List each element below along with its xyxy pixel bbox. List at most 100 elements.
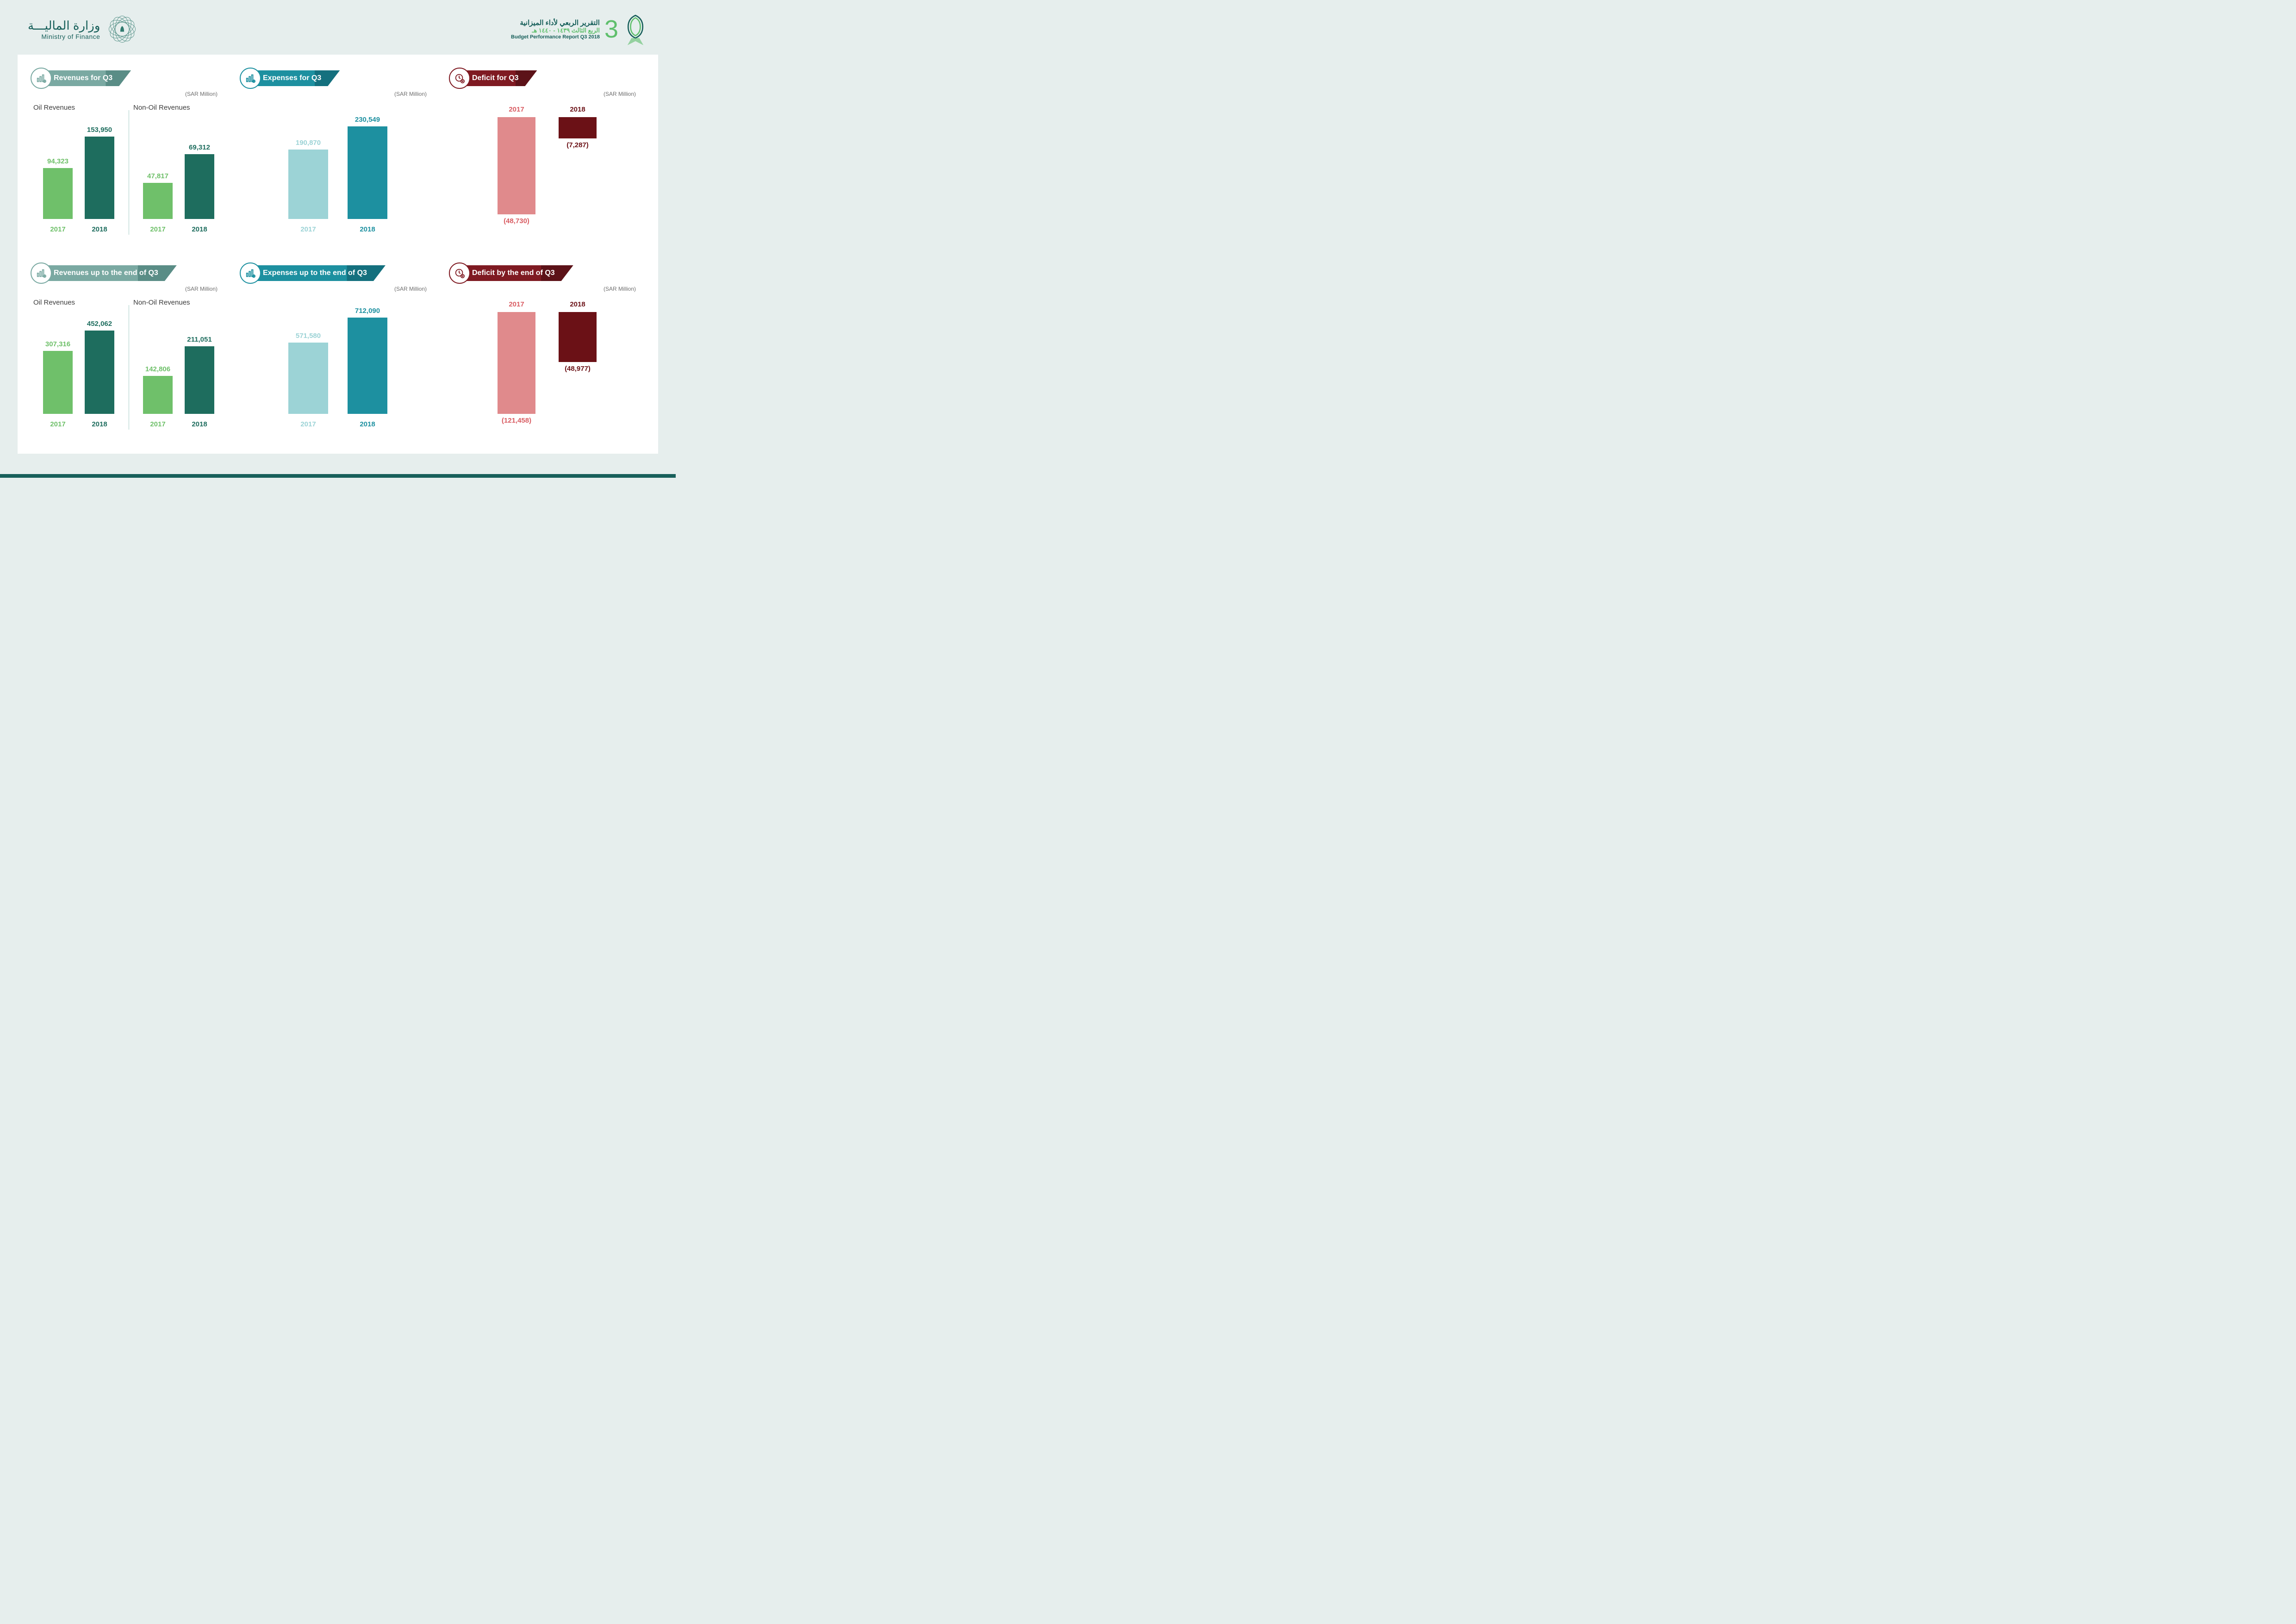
ribbon-icon bbox=[623, 13, 648, 45]
bar-value: (121,458) bbox=[502, 417, 531, 425]
bar-value: 94,323 bbox=[47, 157, 68, 165]
year-label: 2017 bbox=[142, 225, 174, 233]
bar-rect bbox=[185, 154, 214, 219]
bar-value: 712,090 bbox=[355, 307, 380, 315]
report-title-ar: التقرير الربعي لأداء الميزانية bbox=[511, 19, 600, 27]
ministry-name-ar: وزارة الماليـــة bbox=[28, 19, 100, 33]
bar-value: 142,806 bbox=[145, 365, 170, 373]
bar-value: 452,062 bbox=[87, 320, 112, 328]
bar-value: 153,950 bbox=[87, 126, 112, 134]
year-label: 2018 bbox=[83, 420, 116, 428]
bar: 94,323 bbox=[42, 157, 74, 219]
report-badge: 3 التقرير الربعي لأداء الميزانية الربع ا… bbox=[511, 13, 648, 45]
bar: 153,950 bbox=[83, 126, 116, 219]
clock-plus-icon bbox=[449, 68, 470, 89]
unit-label: (SAR Million) bbox=[240, 286, 436, 292]
bar-rect bbox=[559, 117, 597, 138]
expenses-q3-chart: 190,870230,549 bbox=[240, 115, 436, 222]
bar-rect bbox=[498, 117, 535, 214]
year-label: 2017 bbox=[495, 300, 538, 308]
footer-strip bbox=[0, 474, 676, 478]
year-label: 2017 bbox=[495, 106, 538, 113]
subchart-title: Non-Oil Revenues bbox=[133, 299, 227, 306]
bar-rect bbox=[143, 183, 173, 219]
bar: 307,316 bbox=[42, 340, 74, 414]
bar: (121,458) bbox=[495, 312, 538, 425]
panel-title: Expenses up to the end of Q3 bbox=[256, 265, 386, 281]
bar-rect bbox=[85, 137, 114, 219]
quarter-number: 3 bbox=[604, 17, 618, 42]
unit-label: (SAR Million) bbox=[449, 286, 645, 292]
panel-revenues-q3: Revenues for Q3 (SAR Million) Oil Revenu… bbox=[31, 68, 227, 250]
bar-rect bbox=[143, 376, 173, 414]
panel-expenses-ytd: Expenses up to the end of Q3 (SAR Millio… bbox=[240, 262, 436, 444]
bar-chart-icon bbox=[240, 262, 261, 284]
bar: 47,817 bbox=[142, 172, 174, 219]
panel-title: Revenues for Q3 bbox=[47, 70, 131, 86]
report-subtitle-ar: الربع الثالث ١٤٣٩ - ١٤٤٠ هـ bbox=[511, 27, 600, 34]
year-label: 2017 bbox=[42, 225, 74, 233]
bar-value: (48,977) bbox=[565, 365, 591, 373]
bar: 230,549 bbox=[346, 116, 389, 219]
year-label: 2018 bbox=[183, 225, 216, 233]
year-label: 2018 bbox=[346, 420, 389, 428]
panel-expenses-q3: Expenses for Q3 (SAR Million) 190,870230… bbox=[240, 68, 436, 250]
bar-rect bbox=[498, 312, 535, 414]
bar: 211,051 bbox=[183, 336, 216, 414]
deficit-ytd-chart: (121,458) (48,977) bbox=[449, 312, 645, 428]
bar-rect bbox=[348, 318, 387, 414]
clock-plus-icon bbox=[449, 262, 470, 284]
year-label: 2017 bbox=[142, 420, 174, 428]
page-header: وزارة الماليـــة Ministry of Finance bbox=[0, 0, 676, 55]
ministry-name-en: Ministry of Finance bbox=[28, 33, 100, 40]
panel-deficit-ytd: Deficit by the end of Q3 (SAR Million) 2… bbox=[449, 262, 645, 444]
nonoil-revenues-ytd-chart: 142,806 211,051 bbox=[131, 310, 227, 417]
bar-value: (7,287) bbox=[566, 141, 589, 149]
bar-rect bbox=[288, 150, 328, 219]
year-label: 2017 bbox=[287, 420, 330, 428]
year-label: 2018 bbox=[556, 106, 599, 113]
bar-rect bbox=[43, 168, 73, 219]
bar-chart-icon bbox=[240, 68, 261, 89]
oil-revenues-ytd-chart: 307,316 452,062 bbox=[31, 310, 127, 417]
deficit-q3-chart: (48,730) (7,287) bbox=[449, 117, 645, 233]
bar-rect bbox=[85, 331, 114, 414]
panel-title: Expenses for Q3 bbox=[256, 70, 340, 86]
bar: (7,287) bbox=[556, 117, 599, 149]
bar: (48,730) bbox=[495, 117, 538, 225]
unit-label: (SAR Million) bbox=[31, 286, 227, 292]
bar-rect bbox=[559, 312, 597, 362]
bar-value: 211,051 bbox=[187, 336, 212, 344]
subchart-title: Oil Revenues bbox=[33, 104, 127, 112]
bar-chart-icon bbox=[31, 262, 52, 284]
unit-label: (SAR Million) bbox=[31, 91, 227, 97]
bar: 571,580 bbox=[287, 332, 330, 414]
bar: 142,806 bbox=[142, 365, 174, 414]
bar-value: 307,316 bbox=[45, 340, 70, 348]
nonoil-revenues-q3-chart: 47,817 69,312 bbox=[131, 115, 227, 222]
oil-revenues-q3-chart: 94,323 153,950 bbox=[31, 115, 127, 222]
bar-rect bbox=[348, 126, 387, 219]
bar-rect bbox=[185, 346, 214, 414]
year-label: 2017 bbox=[42, 420, 74, 428]
subchart-title: Non-Oil Revenues bbox=[133, 104, 227, 112]
year-label: 2018 bbox=[183, 420, 216, 428]
year-label: 2018 bbox=[83, 225, 116, 233]
bar-value: 47,817 bbox=[147, 172, 168, 180]
bar-rect bbox=[43, 351, 73, 414]
bar: 69,312 bbox=[183, 144, 216, 219]
ministry-logo: وزارة الماليـــة Ministry of Finance bbox=[28, 13, 138, 45]
bar-value: 69,312 bbox=[189, 144, 210, 151]
unit-label: (SAR Million) bbox=[240, 91, 436, 97]
panel-revenues-ytd: Revenues up to the end of Q3 (SAR Millio… bbox=[31, 262, 227, 444]
dashboard-grid: Revenues for Q3 (SAR Million) Oil Revenu… bbox=[18, 55, 658, 454]
bar-value: 571,580 bbox=[296, 332, 321, 340]
panel-title: Revenues up to the end of Q3 bbox=[47, 265, 177, 281]
report-title-en: Budget Performance Report Q3 2018 bbox=[511, 34, 600, 40]
unit-label: (SAR Million) bbox=[449, 91, 645, 97]
year-label: 2018 bbox=[346, 225, 389, 233]
ministry-emblem-icon bbox=[106, 13, 138, 45]
panel-title: Deficit by the end of Q3 bbox=[466, 265, 573, 281]
bar-value: 230,549 bbox=[355, 116, 380, 124]
panel-title: Deficit for Q3 bbox=[466, 70, 537, 86]
